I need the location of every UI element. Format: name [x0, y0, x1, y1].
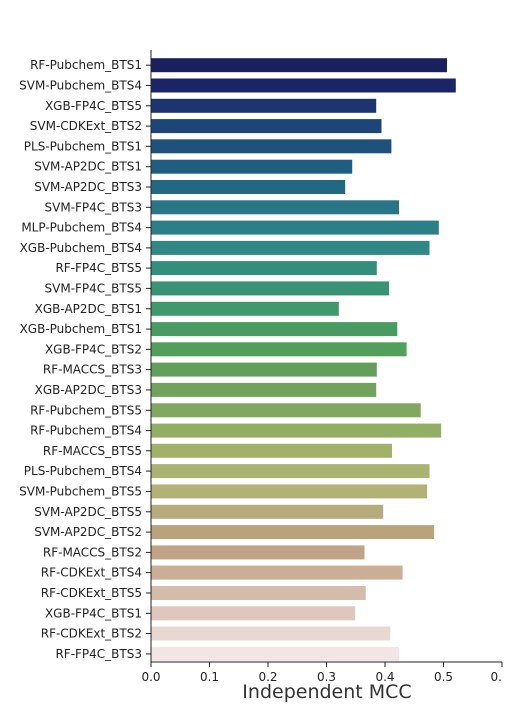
category-label: XGB-FP4C_BTS2 [45, 342, 142, 356]
bar [151, 261, 377, 276]
x-tick-label: 0.2 [258, 670, 277, 684]
category-label: XGB-Pubchem_BTS1 [20, 322, 142, 336]
category-label: RF-MACCS_BTS5 [43, 444, 142, 458]
bar [151, 565, 403, 580]
bar [151, 240, 430, 255]
bar [151, 159, 353, 174]
category-label: RF-Pubchem_BTS4 [30, 424, 142, 438]
bar [151, 403, 421, 418]
bar [151, 301, 339, 316]
bar [151, 119, 382, 134]
bar [151, 443, 392, 458]
bar [151, 362, 377, 377]
bar [151, 586, 366, 600]
bar [151, 626, 391, 641]
bar [151, 545, 365, 560]
category-label: RF-FP4C_BTS5 [55, 261, 142, 275]
bar [151, 98, 377, 113]
category-label: RF-FP4C_BTS3 [55, 647, 142, 661]
category-label: SVM-Pubchem_BTS4 [19, 79, 142, 93]
category-labels: RF-Pubchem_BTS1 SVM-Pubchem_BTS4 XGB-FP4C_… [19, 58, 151, 661]
bar [151, 342, 407, 357]
category-label: PLS-Pubchem_BTS1 [24, 139, 142, 153]
category-label: XGB-FP4C_BTS1 [45, 606, 142, 620]
bar [151, 220, 439, 235]
category-label: SVM-FP4C_BTS5 [45, 281, 142, 295]
category-label: SVM-AP2DC_BTS3 [34, 180, 142, 194]
category-label: RF-CDKExt_BTS4 [41, 566, 142, 580]
category-label: SVM-AP2DC_BTS1 [34, 160, 142, 174]
x-tick-label: 0.5 [434, 670, 453, 684]
category-label: MLP-Pubchem_BTS4 [21, 221, 142, 235]
bar [151, 504, 384, 519]
bar [151, 322, 398, 337]
category-label: XGB-AP2DC_BTS1 [35, 302, 142, 316]
category-label: RF-CDKExt_BTS5 [41, 586, 142, 600]
x-tick-label: 0.0 [141, 670, 160, 684]
bar [151, 484, 428, 499]
x-axis: 0.0 0.1 0.2 0.3 0.4 0.5 0. [141, 662, 503, 684]
x-axis-title: Independent MCC [242, 681, 411, 703]
category-label: XGB-FP4C_BTS5 [45, 99, 142, 113]
category-label: XGB-Pubchem_BTS4 [20, 241, 142, 255]
bar [151, 58, 447, 73]
category-label: SVM-Pubchem_BTS5 [19, 484, 142, 498]
x-tick-label: 0.4 [375, 670, 394, 684]
category-label: PLS-Pubchem_BTS4 [24, 464, 142, 478]
bar [151, 281, 390, 296]
bar [151, 646, 399, 661]
bar [151, 423, 442, 438]
category-label: RF-Pubchem_BTS1 [30, 58, 142, 72]
category-label: XGB-AP2DC_BTS3 [35, 383, 142, 397]
bar [151, 200, 399, 215]
x-tick-label: 0.3 [317, 670, 336, 684]
category-label: SVM-AP2DC_BTS5 [34, 505, 142, 519]
bars-group [151, 58, 456, 661]
category-label: SVM-CDKExt_BTS2 [30, 119, 142, 133]
category-label: RF-CDKExt_BTS2 [41, 627, 142, 641]
x-tick-label: 0. [491, 670, 502, 684]
category-label: SVM-FP4C_BTS3 [45, 200, 142, 214]
bar [151, 382, 377, 397]
category-label: RF-MACCS_BTS2 [43, 545, 142, 559]
bar [151, 606, 356, 621]
bar [151, 464, 430, 479]
x-tick-label: 0.1 [200, 670, 219, 684]
bar [151, 180, 346, 194]
bar [151, 525, 435, 540]
bar [151, 139, 392, 154]
category-label: RF-MACCS_BTS3 [43, 363, 142, 377]
category-label: RF-Pubchem_BTS5 [30, 403, 142, 417]
bar [151, 78, 456, 93]
category-label: SVM-AP2DC_BTS2 [34, 525, 142, 539]
